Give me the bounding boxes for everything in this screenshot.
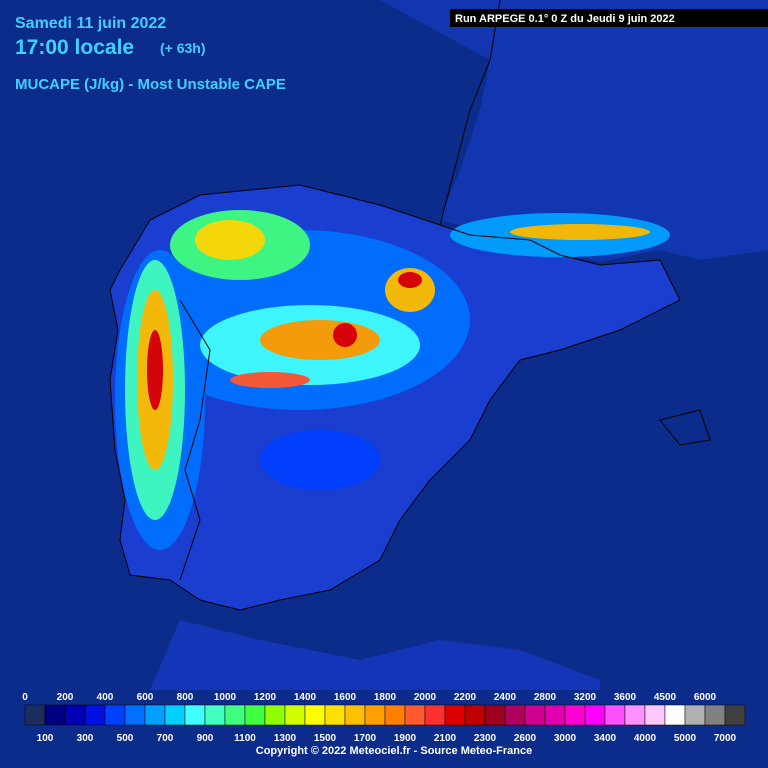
legend-label: 3400	[594, 733, 617, 744]
color-swatch	[344, 704, 366, 726]
cape-area	[260, 320, 380, 360]
color-swatch	[64, 704, 86, 726]
color-swatch	[364, 704, 386, 726]
color-swatch	[304, 704, 326, 726]
legend-label: 1400	[294, 692, 317, 703]
date-label: Samedi 11 juin 2022	[15, 15, 166, 32]
color-swatch	[184, 704, 206, 726]
color-swatch	[544, 704, 566, 726]
legend-label: 500	[117, 733, 134, 744]
cape-area	[385, 268, 435, 312]
color-swatch	[504, 704, 526, 726]
color-swatch	[284, 704, 306, 726]
legend-label: 5000	[674, 733, 697, 744]
legend-label: 6000	[694, 692, 717, 703]
color-swatch	[204, 704, 226, 726]
lead-label: (+ 63h)	[160, 40, 206, 56]
legend-label: 2400	[494, 692, 517, 703]
color-swatch	[684, 704, 706, 726]
color-swatch	[724, 704, 746, 726]
legend-label: 4000	[634, 733, 657, 744]
color-swatch	[524, 704, 546, 726]
color-swatch	[424, 704, 446, 726]
legend-label: 1800	[374, 692, 397, 703]
run-label: Run ARPEGE 0.1° 0 Z du Jeudi 9 juin 2022	[455, 13, 675, 25]
legend-background	[0, 690, 768, 768]
legend-label: 2100	[434, 733, 457, 744]
legend-label: 1700	[354, 733, 377, 744]
legend-label: 600	[137, 692, 154, 703]
color-swatch	[404, 704, 426, 726]
france	[380, 0, 768, 262]
cape-area	[230, 372, 310, 388]
legend-label: 2000	[414, 692, 437, 703]
legend-label: 3600	[614, 692, 637, 703]
color-swatch	[44, 704, 66, 726]
legend-label: 700	[157, 733, 174, 744]
cape-area	[147, 330, 163, 410]
legend-label: 200	[57, 692, 74, 703]
legend-label: 2800	[534, 692, 557, 703]
color-swatch	[464, 704, 486, 726]
color-swatch	[604, 704, 626, 726]
field-label: MUCAPE (J/kg) - Most Unstable CAPE	[15, 76, 286, 93]
legend-label: 400	[97, 692, 114, 703]
color-swatch	[484, 704, 506, 726]
color-swatch	[584, 704, 606, 726]
cape-area	[510, 224, 650, 240]
border-portugal	[179, 299, 211, 581]
color-swatch	[224, 704, 246, 726]
legend-label: 2200	[454, 692, 477, 703]
legend-label: 1000	[214, 692, 237, 703]
color-swatch	[164, 704, 186, 726]
legend-label: 4500	[654, 692, 677, 703]
borders	[109, 0, 711, 611]
color-swatch	[144, 704, 166, 726]
legend-label: 1600	[334, 692, 357, 703]
color-swatch	[564, 704, 586, 726]
color-swatch	[24, 704, 46, 726]
cape-field	[115, 210, 670, 550]
legend-label: 0	[22, 692, 28, 703]
copyright: Copyright © 2022 Meteociel.fr - Source M…	[256, 745, 532, 757]
legend-label: 3200	[574, 692, 597, 703]
cape-area	[398, 272, 422, 288]
color-swatch	[124, 704, 146, 726]
legend-label: 300	[77, 733, 94, 744]
color-swatch	[624, 704, 646, 726]
color-swatch	[104, 704, 126, 726]
africa	[150, 620, 600, 690]
cape-area	[195, 220, 265, 260]
color-swatch	[384, 704, 406, 726]
legend-label: 900	[197, 733, 214, 744]
time-label: 17:00 locale	[15, 36, 134, 59]
legend-label: 1100	[234, 733, 256, 744]
color-swatch	[644, 704, 666, 726]
legend-label: 2300	[474, 733, 497, 744]
color-swatch	[444, 704, 466, 726]
coastline	[109, 184, 681, 611]
cape-area	[260, 430, 380, 490]
legend-label: 3000	[554, 733, 577, 744]
legend-label: 1300	[274, 733, 297, 744]
color-swatch	[264, 704, 286, 726]
color-swatch	[244, 704, 266, 726]
run-box	[450, 9, 768, 27]
legend-label: 1500	[314, 733, 337, 744]
color-swatch	[664, 704, 686, 726]
legend-label: 2600	[514, 733, 537, 744]
legend-label: 100	[37, 733, 54, 744]
island	[659, 409, 711, 446]
coast-france	[439, 0, 501, 226]
legend-label: 1200	[254, 692, 277, 703]
legend-label: 800	[177, 692, 194, 703]
color-swatch	[324, 704, 346, 726]
legend-label: 1900	[394, 733, 417, 744]
color-swatch	[84, 704, 106, 726]
cape-area	[333, 323, 357, 347]
legend-label: 7000	[714, 733, 737, 744]
color-swatch	[704, 704, 726, 726]
